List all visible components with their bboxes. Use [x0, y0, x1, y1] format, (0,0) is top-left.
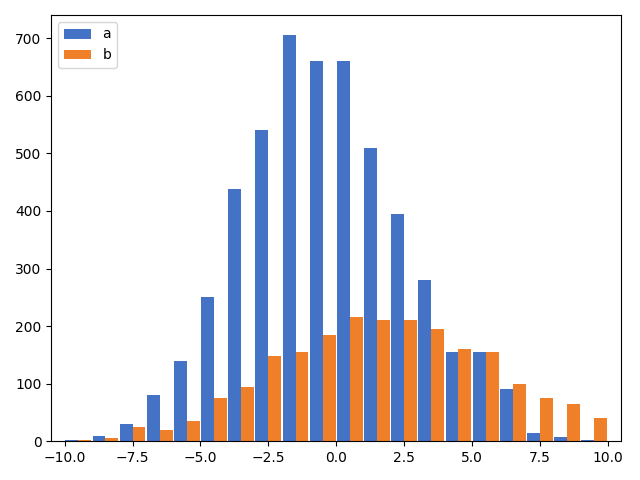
Bar: [419, 280, 431, 441]
Bar: [241, 386, 254, 441]
Bar: [201, 297, 214, 441]
Bar: [431, 329, 444, 441]
Bar: [445, 352, 458, 441]
Bar: [228, 189, 241, 441]
Bar: [364, 147, 377, 441]
Bar: [595, 418, 607, 441]
Bar: [65, 440, 78, 441]
Bar: [554, 437, 567, 441]
Bar: [187, 421, 200, 441]
Bar: [310, 61, 323, 441]
Bar: [500, 389, 513, 441]
Bar: [323, 335, 335, 441]
Bar: [268, 356, 281, 441]
Bar: [160, 430, 173, 441]
Bar: [350, 317, 363, 441]
Bar: [513, 384, 525, 441]
Bar: [404, 320, 417, 441]
Bar: [458, 349, 472, 441]
Bar: [527, 432, 540, 441]
Bar: [337, 61, 350, 441]
Bar: [78, 440, 91, 441]
Bar: [255, 130, 268, 441]
Bar: [540, 398, 553, 441]
Bar: [214, 398, 227, 441]
Bar: [132, 427, 145, 441]
Bar: [174, 360, 187, 441]
Bar: [147, 395, 160, 441]
Bar: [296, 352, 308, 441]
Bar: [486, 352, 499, 441]
Bar: [283, 36, 296, 441]
Bar: [377, 320, 390, 441]
Bar: [120, 424, 132, 441]
Bar: [93, 435, 106, 441]
Bar: [567, 404, 580, 441]
Legend: a, b: a, b: [58, 22, 117, 68]
Bar: [391, 214, 404, 441]
Bar: [581, 440, 595, 441]
Bar: [106, 438, 118, 441]
Bar: [473, 352, 486, 441]
